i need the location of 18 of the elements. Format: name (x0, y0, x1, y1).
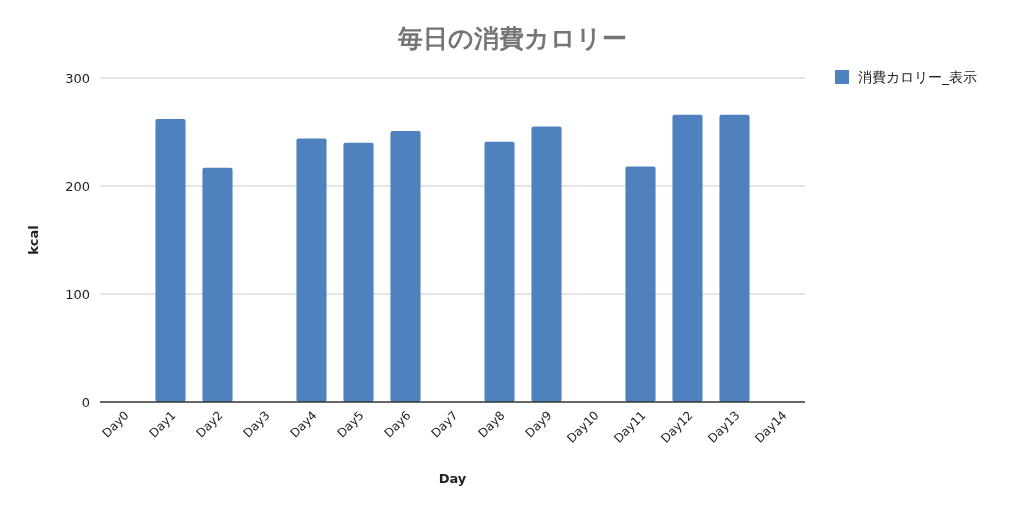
legend-label: 消費カロリー_表示 (858, 69, 977, 85)
chart-title: 毎日の消費カロリー (396, 24, 627, 53)
y-tick-label: 0 (81, 395, 90, 410)
bar (155, 119, 186, 402)
bar (343, 142, 374, 402)
bar (672, 114, 703, 402)
bar (484, 141, 515, 402)
y-tick-label: 200 (65, 179, 90, 194)
bar (719, 114, 750, 402)
bar (531, 126, 562, 402)
bar (390, 130, 421, 402)
x-axis-title: Day (438, 471, 467, 486)
bar (202, 167, 233, 402)
bar (625, 166, 656, 402)
y-axis-title: kcal (26, 225, 41, 255)
bar (296, 138, 327, 402)
y-tick-label: 300 (65, 71, 90, 86)
y-tick-label: 100 (65, 287, 90, 302)
